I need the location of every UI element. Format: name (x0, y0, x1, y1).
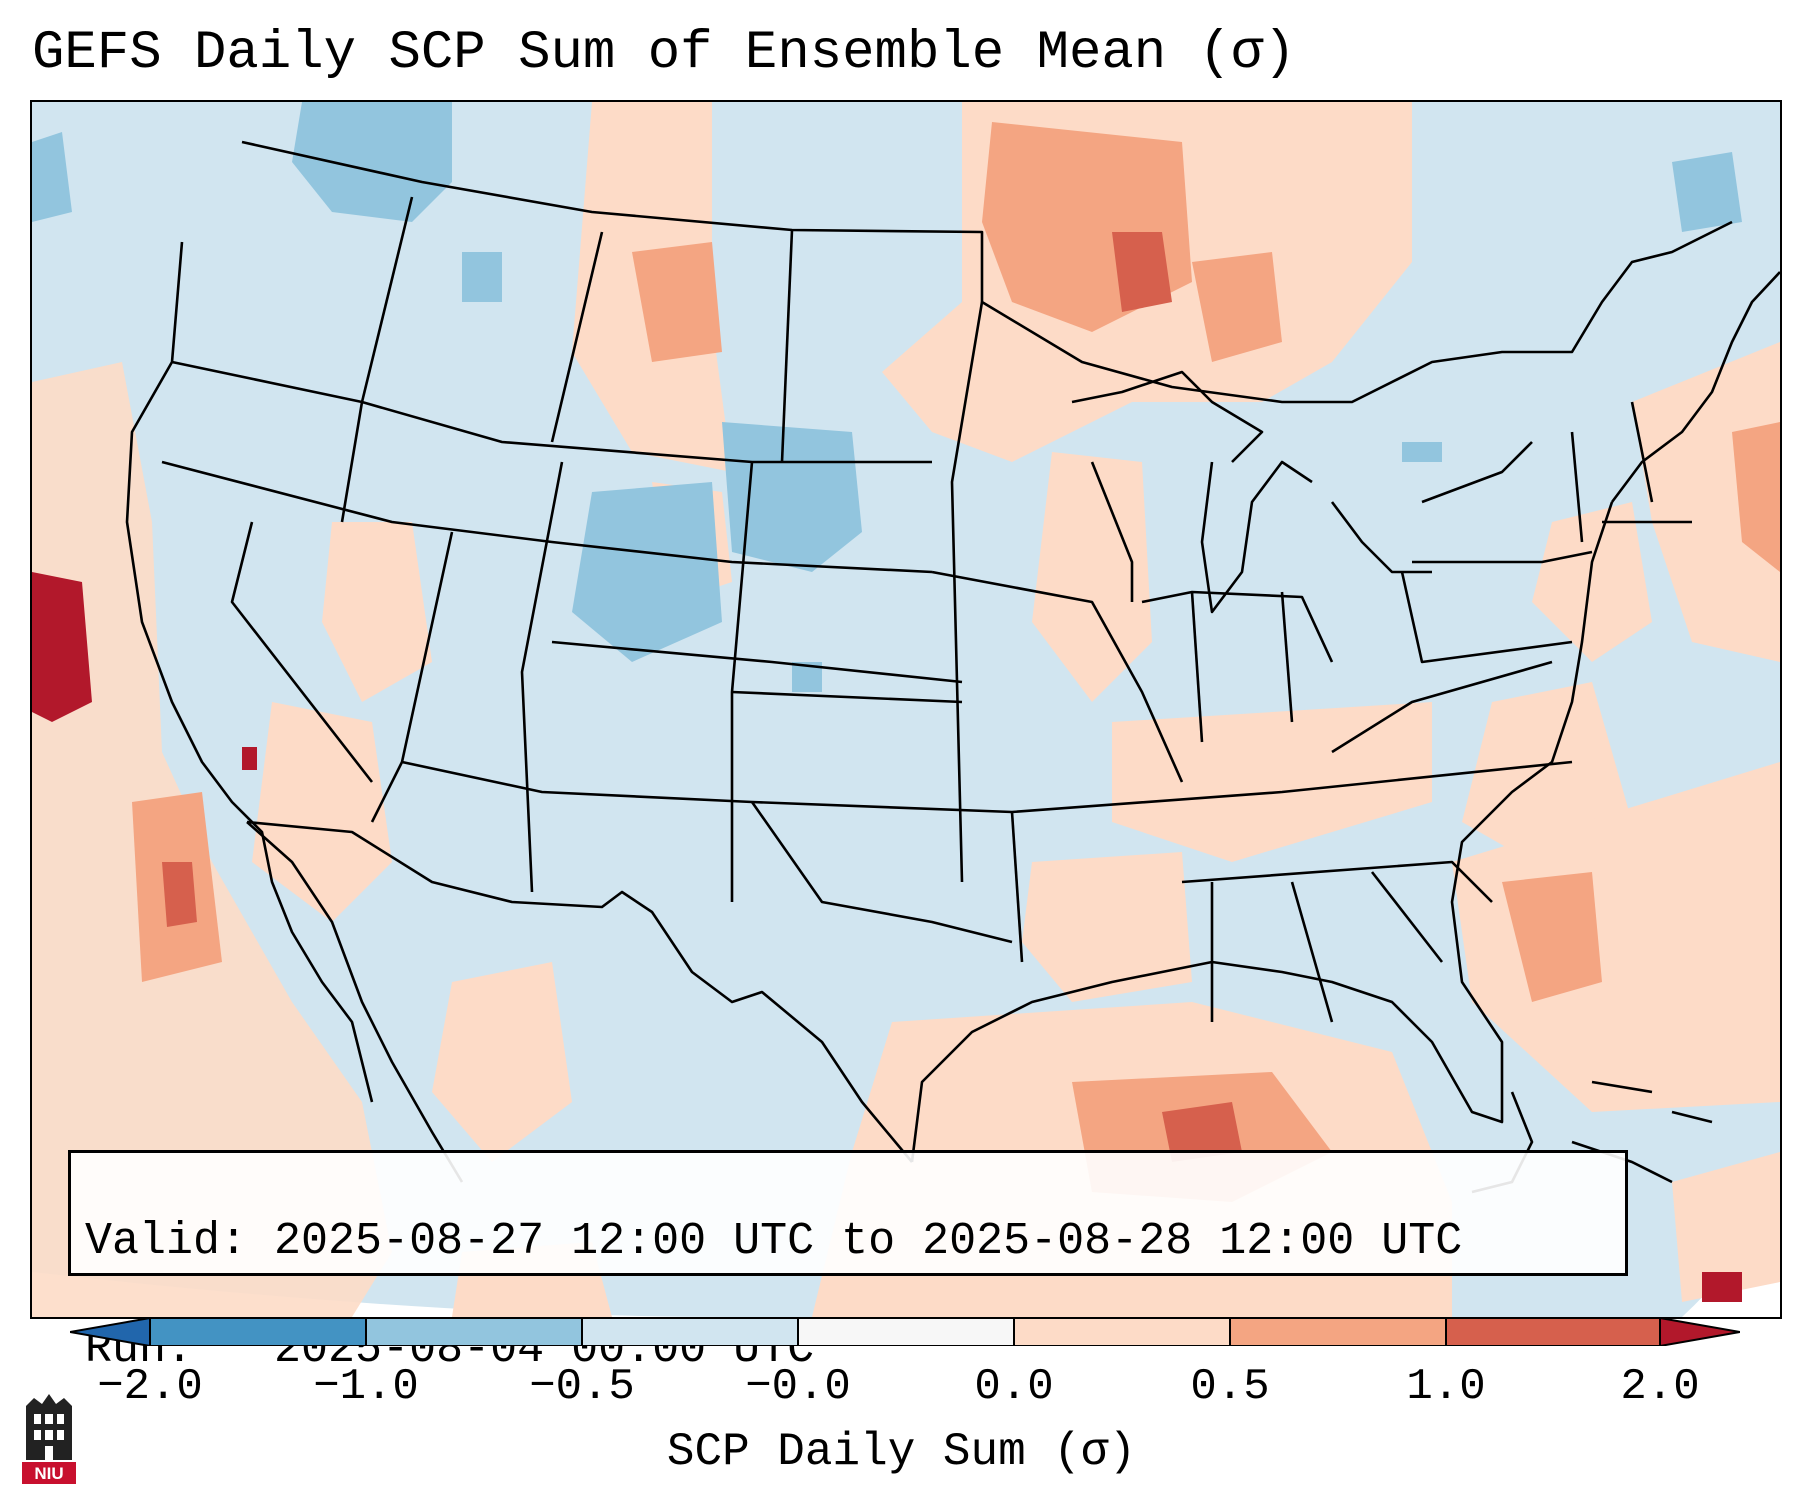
colorbar (70, 1318, 1740, 1346)
colorbar-segment-5 (1014, 1318, 1230, 1346)
colorbar-tick-5: 0.0 (974, 1362, 1054, 1412)
map-title: GEFS Daily SCP Sum of Ensemble Mean (σ) (32, 23, 1296, 84)
colorbar-tick-8: 2.0 (1620, 1362, 1700, 1412)
colorbar-label: SCP Daily Sum (σ) (666, 1426, 1137, 1478)
state-boundaries (125, 140, 1780, 1194)
negative-anomaly-regions (32, 102, 1742, 692)
positive-anomaly-regions (32, 102, 1780, 1317)
colorbar-segment-2 (366, 1318, 582, 1346)
niu-logo-text: NIU (34, 1464, 63, 1483)
very-strong-positive-regions (162, 232, 1242, 1162)
colorbar-tick-4: −0.0 (745, 1362, 851, 1412)
map-graphic (32, 102, 1780, 1317)
colorbar-tick-7: 1.0 (1406, 1362, 1486, 1412)
colorbar-segment-4 (798, 1318, 1014, 1346)
colorbar-tick-2: −1.0 (313, 1362, 419, 1412)
colorbar-extend-low (70, 1318, 150, 1346)
colorbar-segment-1 (150, 1318, 366, 1346)
valid-value: 2025-08-27 12:00 UTC to 2025-08-28 12:00… (274, 1216, 1463, 1267)
colorbar-extend-high (1660, 1318, 1740, 1346)
map-panel (30, 100, 1782, 1319)
extreme-positive-regions (32, 572, 1742, 1302)
valid-run-info-box: Valid: 2025-08-27 12:00 UTC to 2025-08-2… (68, 1150, 1628, 1375)
valid-line: Valid: 2025-08-27 12:00 UTC to 2025-08-2… (85, 1215, 1611, 1269)
colorbar-tick-1: −2.0 (97, 1362, 203, 1412)
colorbar-segment-3 (582, 1318, 798, 1346)
colorbar-segment-7 (1446, 1318, 1660, 1346)
valid-label: Valid: (85, 1216, 248, 1267)
niu-logo: NIU (22, 1394, 76, 1484)
colorbar-segment-6 (1230, 1318, 1446, 1346)
colorbar-tick-3: −0.5 (529, 1362, 635, 1412)
colorbar-tick-6: 0.5 (1190, 1362, 1270, 1412)
